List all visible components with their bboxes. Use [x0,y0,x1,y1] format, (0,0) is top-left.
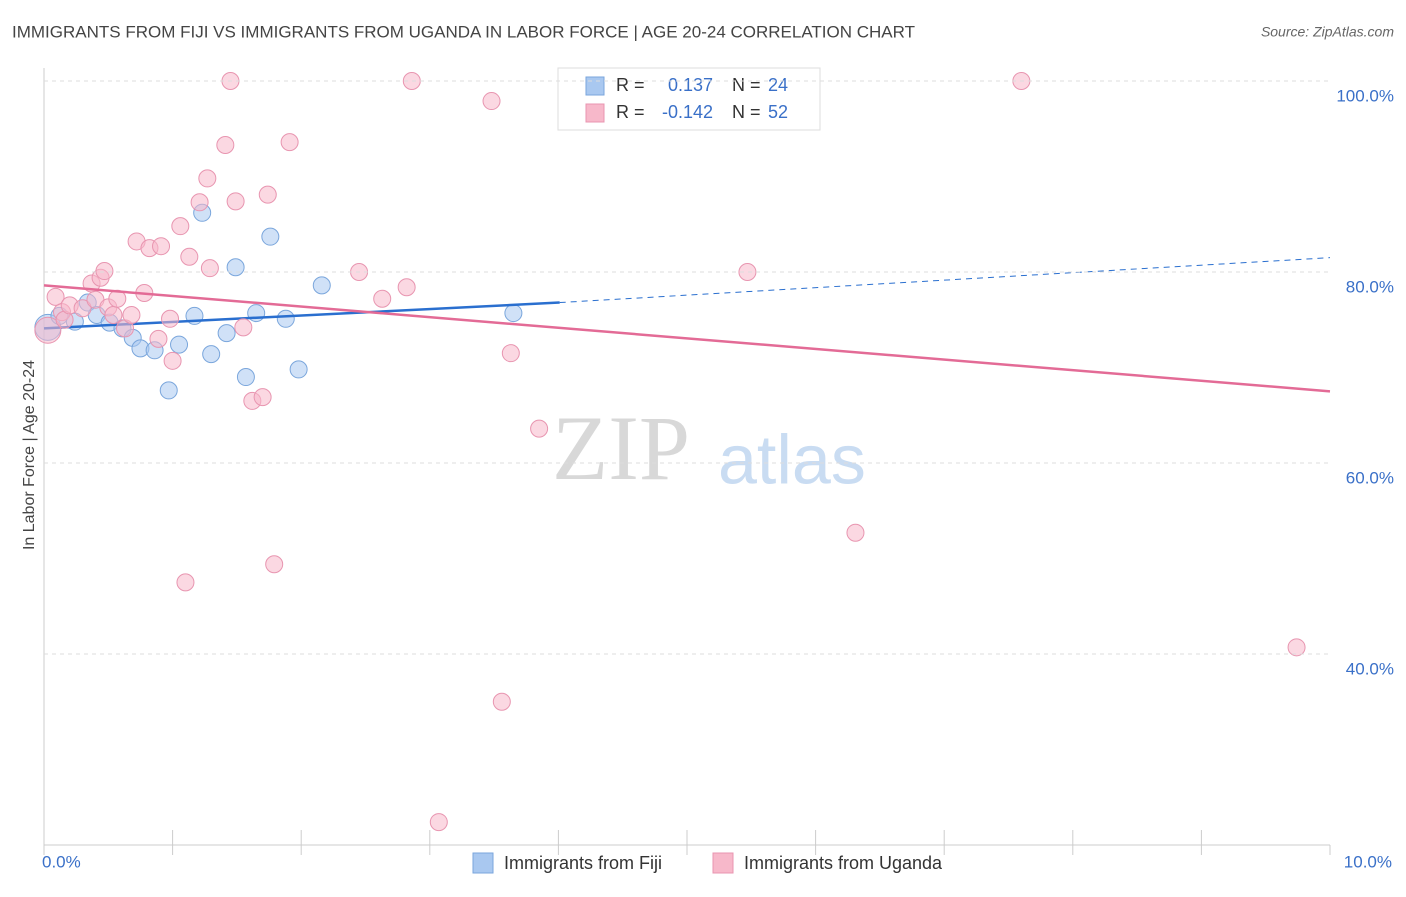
point [161,309,180,328]
y-tick-label: 100.0% [1336,86,1394,105]
y-axis-label: In Labor Force | Age 20-24 [21,360,38,550]
point [234,318,253,337]
legend-swatch [585,76,605,96]
watermark: atlas [718,420,866,498]
watermark: ZIP [552,397,690,499]
point [200,259,219,278]
legend-name: Immigrants from Uganda [744,853,943,873]
y-tick-label: 80.0% [1346,277,1394,296]
point [34,316,62,344]
point [180,247,199,266]
legend-r: 0.137 [668,75,713,95]
chart-title: IMMIGRANTS FROM FIJI VS IMMIGRANTS FROM … [12,22,915,41]
trend-line [43,284,1331,393]
legend-swatch [472,852,494,874]
point [1287,638,1306,657]
legend-n: 52 [768,102,788,122]
point [163,351,182,370]
point [482,92,501,111]
legend-label: R = [616,75,645,95]
point [738,263,757,281]
point [202,345,221,364]
point [104,305,123,324]
point [258,185,277,204]
point [846,523,865,542]
point [46,287,65,306]
x-tick-label: 0.0% [42,852,81,871]
legend-n: 24 [768,75,788,95]
legend-r: -0.142 [662,102,713,122]
point [170,335,189,354]
legend-name: Immigrants from Fiji [504,853,662,873]
point [217,324,236,343]
point [289,360,308,379]
point [397,278,416,297]
point [176,573,195,592]
point [159,381,178,400]
point [73,299,92,318]
point [280,133,299,152]
point [152,237,171,256]
point [312,276,331,295]
legend-swatch [585,103,605,123]
point [429,813,448,832]
point [261,227,280,246]
point [373,289,392,308]
point [226,258,245,277]
legend-label: N = [732,75,761,95]
point [149,329,168,348]
point [530,419,549,438]
trend-line [559,257,1331,304]
legend-label: N = [732,102,761,122]
point [190,193,209,212]
y-tick-label: 40.0% [1346,659,1394,678]
point [198,169,217,188]
point [216,135,235,154]
point [122,305,141,324]
point [265,555,284,574]
point [226,192,245,211]
legend-swatch [712,852,734,874]
x-tick-label: 10.0% [1344,852,1392,871]
point [276,309,295,328]
point [492,692,511,711]
point [236,368,255,387]
point [501,344,520,363]
point [95,262,114,281]
point [171,217,190,236]
source: Source: ZipAtlas.com [1261,24,1394,40]
legend-label: R = [616,102,645,122]
y-tick-label: 60.0% [1346,468,1394,487]
point [504,304,523,323]
point [253,388,272,407]
